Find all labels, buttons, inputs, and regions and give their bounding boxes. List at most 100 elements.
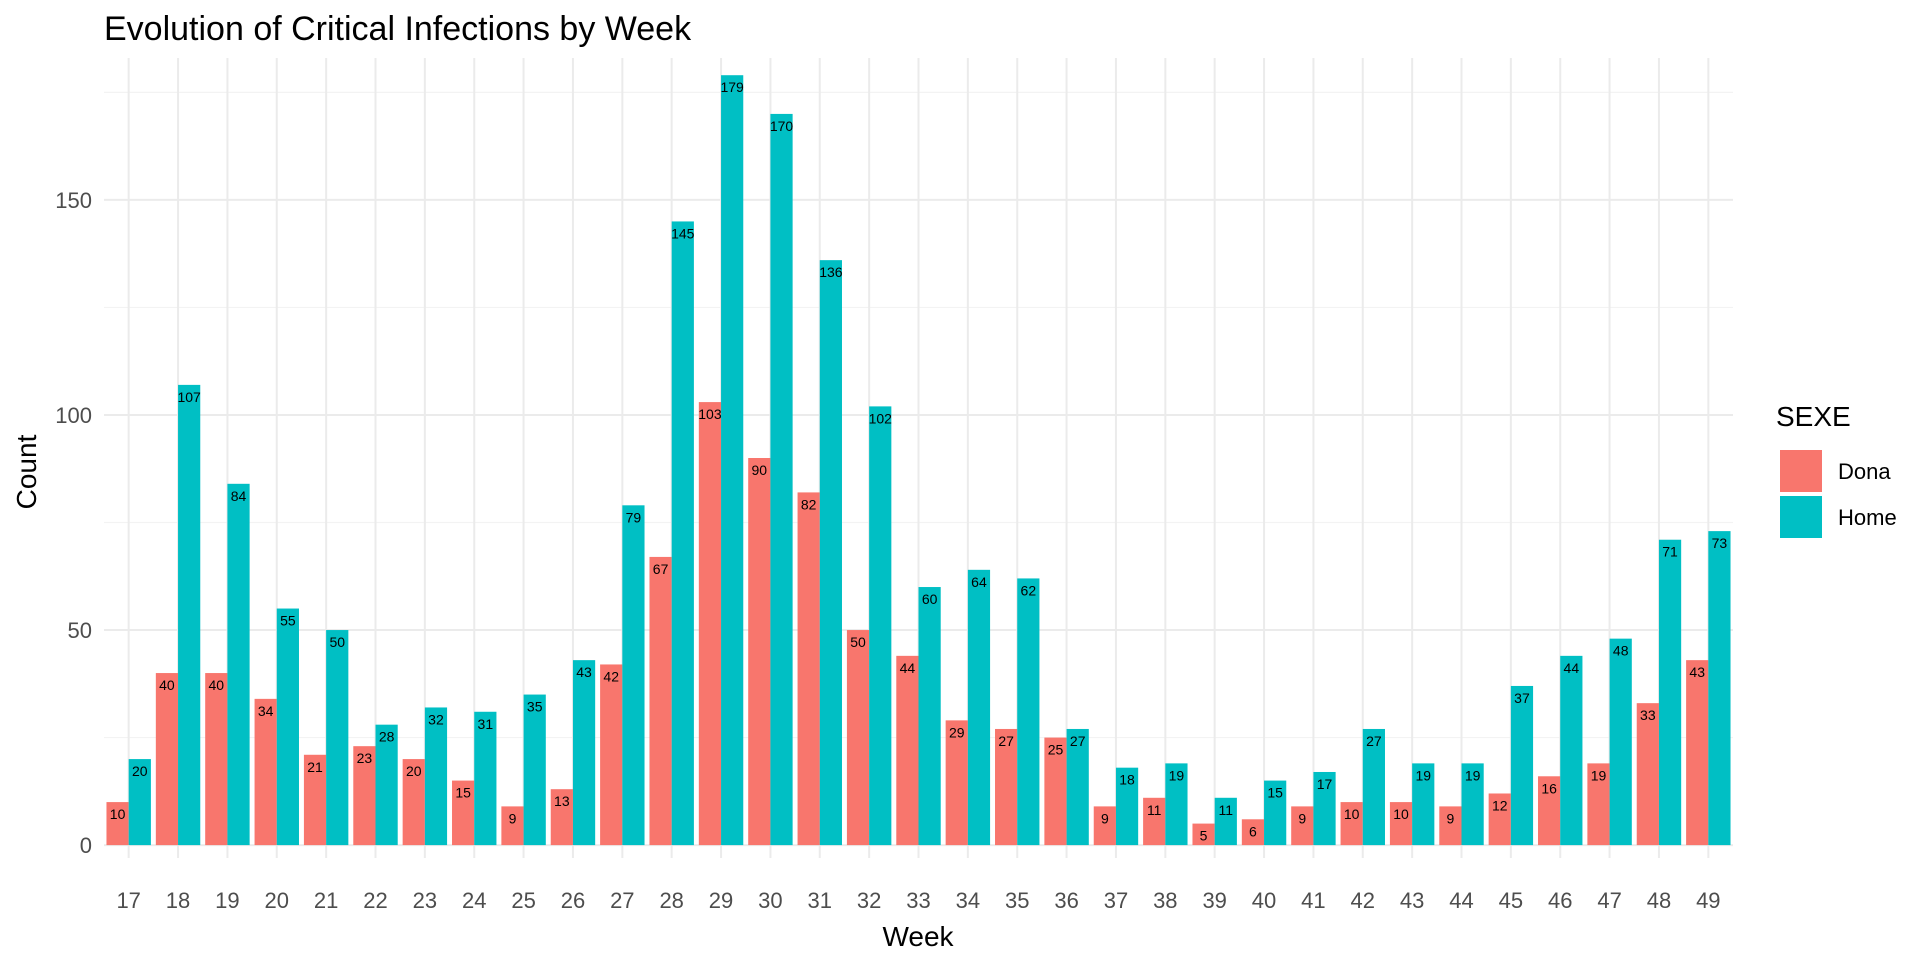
bar-value-label: 50 (850, 634, 866, 650)
bar-dona (106, 802, 129, 846)
bar-home (572, 660, 596, 846)
x-tick-label: 42 (1351, 888, 1375, 913)
bar-home (326, 630, 349, 846)
bar-value-label: 27 (1070, 733, 1086, 749)
bar-home (1313, 771, 1336, 846)
x-tick-label: 22 (363, 888, 387, 913)
y-tick-label: 150 (55, 188, 92, 213)
bar-dona (254, 698, 277, 846)
bar-dona (1636, 703, 1659, 846)
bar-home (918, 587, 941, 846)
bar-value-label: 40 (159, 677, 175, 693)
x-tick-label: 30 (758, 888, 782, 913)
bar-home (1461, 763, 1484, 846)
bar-home (1066, 728, 1089, 846)
bar-value-label: 145 (671, 225, 695, 241)
bar-dona (600, 664, 623, 846)
bar-dona (1389, 802, 1413, 846)
bar-home (474, 711, 497, 846)
bar-dona (1192, 823, 1215, 846)
bar-value-label: 21 (307, 759, 323, 775)
bar-home (1609, 638, 1632, 846)
bar-value-label: 60 (922, 591, 938, 607)
bar-value-label: 103 (698, 406, 722, 422)
bar-value-label: 71 (1662, 544, 1678, 560)
bar-value-label: 19 (1169, 767, 1185, 783)
x-tick-label: 19 (215, 888, 239, 913)
y-tick-label: 0 (80, 833, 92, 858)
x-tick-label: 24 (462, 888, 486, 913)
bar-value-label: 33 (1640, 707, 1656, 723)
bar-value-label: 27 (1366, 733, 1382, 749)
bar-value-label: 84 (231, 488, 247, 504)
bar-home (128, 759, 151, 846)
bar-value-label: 62 (1021, 582, 1037, 598)
x-tick-label: 45 (1499, 888, 1523, 913)
x-tick-label: 46 (1548, 888, 1572, 913)
chart-title: Evolution of Critical Infections by Week (104, 10, 692, 48)
bars (106, 75, 1731, 846)
bar-value-label: 12 (1492, 797, 1508, 813)
bar-dona (205, 673, 228, 846)
bar-value-label: 50 (329, 634, 345, 650)
bar-dona (896, 655, 919, 846)
bar-home (1264, 780, 1287, 846)
bar-home (424, 707, 448, 846)
bar-dona (797, 492, 820, 846)
bar-dona (155, 673, 179, 846)
bar-home (721, 75, 744, 846)
bar-value-label: 11 (1219, 802, 1234, 818)
bar-value-label: 18 (1119, 772, 1135, 788)
x-tick-label: 37 (1104, 888, 1128, 913)
bar-dona (1241, 819, 1265, 846)
x-tick-label: 38 (1153, 888, 1177, 913)
legend-label-dona: Dona (1838, 459, 1891, 484)
bar-value-label: 170 (770, 118, 794, 134)
bar-value-label: 10 (110, 806, 126, 822)
bar-home (1560, 655, 1583, 846)
bar-value-label: 136 (819, 264, 843, 280)
bar-home (967, 569, 991, 846)
bar-value-label: 107 (177, 389, 201, 405)
x-tick-label: 43 (1400, 888, 1424, 913)
bar-home (375, 724, 398, 846)
bar-home (227, 483, 250, 846)
bar-value-label: 179 (720, 79, 744, 95)
bar-home (1115, 767, 1139, 846)
bar-home (671, 221, 694, 846)
bar-home (1214, 797, 1237, 846)
bar-home (1362, 728, 1385, 846)
bar-value-label: 32 (428, 711, 444, 727)
bar-value-label: 19 (1591, 767, 1607, 783)
x-tick-label: 20 (265, 888, 289, 913)
x-tick-label: 27 (610, 888, 634, 913)
x-tick-label: 18 (166, 888, 190, 913)
x-tick-label: 36 (1054, 888, 1078, 913)
bar-value-label: 9 (1298, 810, 1306, 826)
bar-dona (995, 728, 1018, 846)
bar-value-label: 29 (949, 724, 965, 740)
bar-value-label: 82 (801, 496, 817, 512)
bar-value-label: 20 (406, 763, 422, 779)
x-axis-title: Week (882, 921, 954, 952)
bar-dona (1439, 806, 1462, 846)
bar-home (1510, 685, 1534, 846)
bar-home (819, 260, 842, 846)
legend-label-home: Home (1838, 505, 1897, 530)
bar-dona (452, 780, 475, 846)
bar-dona (501, 806, 524, 846)
bar-labels: 10 40 40 34 21 23 20 15 9 13 42 67 103 90 82 50 44 29 27 25… (110, 79, 1728, 843)
bar-dona (945, 720, 968, 846)
x-tick-label: 47 (1597, 888, 1621, 913)
bar-home (523, 694, 546, 846)
bar-value-label: 16 (1541, 780, 1557, 796)
bar-dona (1488, 793, 1511, 846)
bar-home (178, 384, 201, 846)
bar-dona (1291, 806, 1314, 846)
bar-value-label: 5 (1200, 828, 1208, 844)
x-tick-label: 21 (314, 888, 338, 913)
bar-value-label: 73 (1712, 535, 1728, 551)
x-tick-label: 49 (1696, 888, 1720, 913)
bar-value-label: 15 (455, 785, 471, 801)
bar-home (1412, 763, 1435, 846)
